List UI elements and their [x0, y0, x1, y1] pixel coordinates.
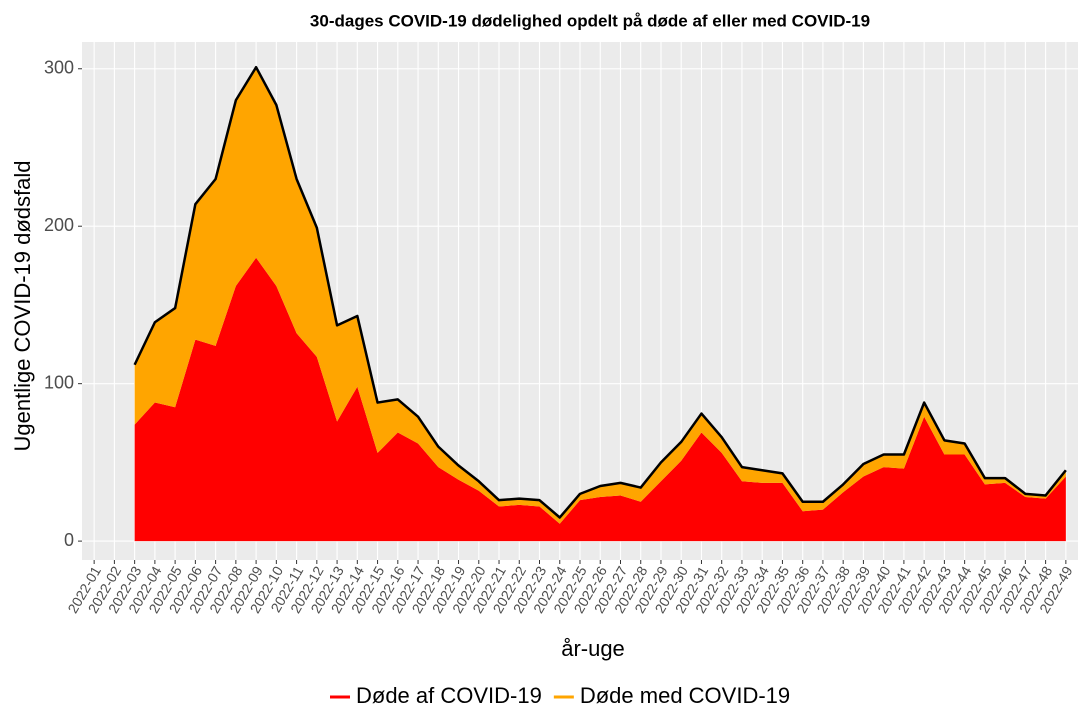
legend-label: Døde af COVID-19 [356, 683, 542, 708]
y-tick-label: 0 [64, 530, 74, 550]
x-axis-label: år-uge [561, 636, 625, 661]
legend-label: Døde med COVID-19 [580, 683, 790, 708]
area [134, 67, 1066, 524]
chart-title: 30-dages COVID-19 dødelighed opdelt på d… [310, 11, 870, 30]
y-tick-label: 100 [44, 372, 74, 392]
legend: Døde af COVID-19 Døde med COVID-19 [330, 683, 790, 708]
y-axis-label: Ugentlige COVID-19 dødsfald [10, 160, 35, 451]
y-tick-label: 200 [44, 215, 74, 235]
total-outline [133, 65, 1067, 519]
area [134, 257, 1066, 542]
y-tick-label: 300 [44, 58, 74, 78]
